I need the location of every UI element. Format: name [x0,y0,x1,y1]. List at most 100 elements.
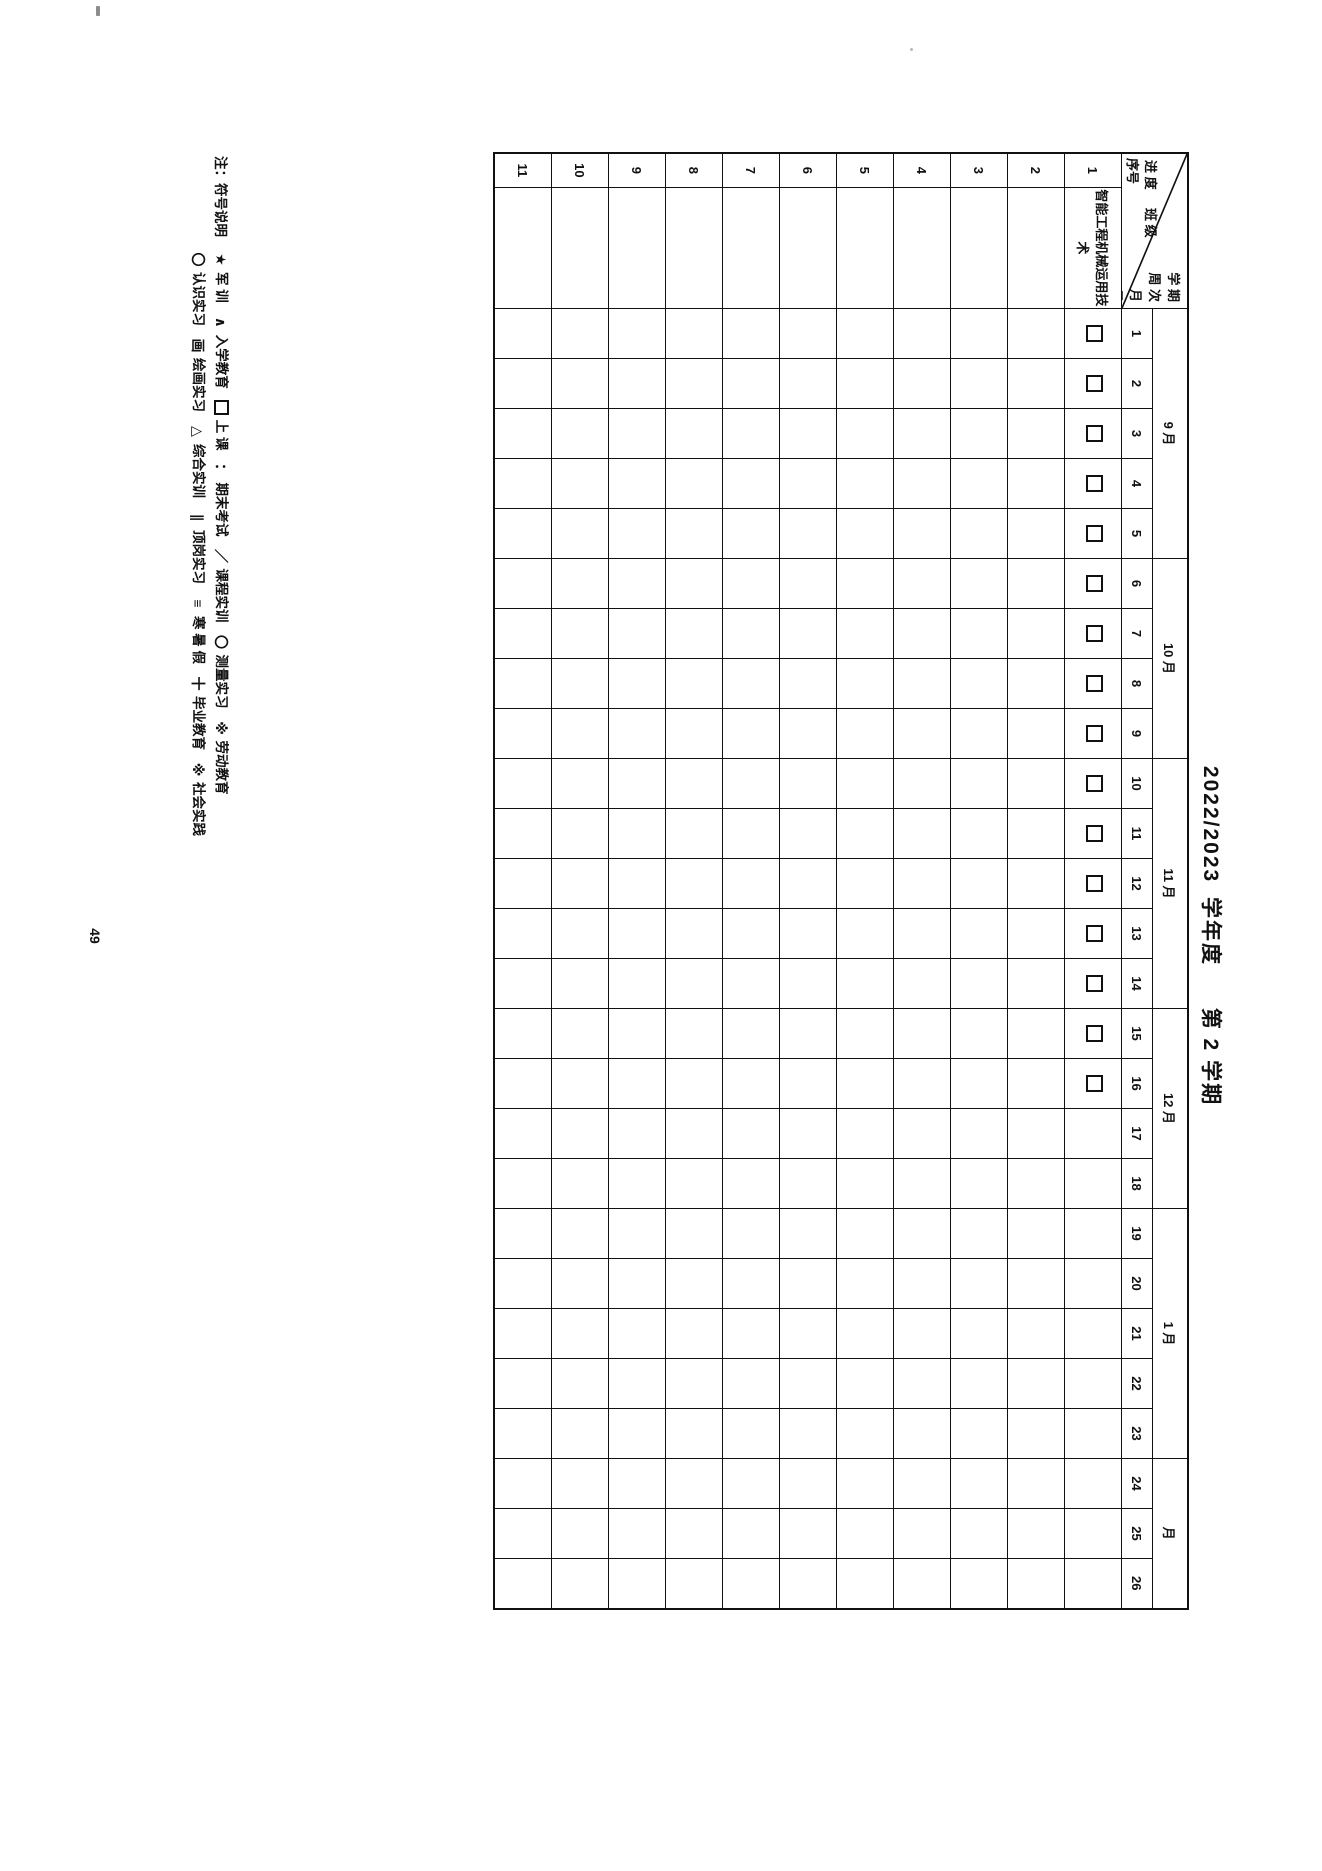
schedule-cell[interactable] [551,1058,609,1108]
schedule-cell[interactable] [665,1408,723,1458]
schedule-cell[interactable] [722,1008,780,1058]
schedule-cell[interactable] [1064,858,1122,908]
schedule-cell[interactable] [893,1208,951,1258]
schedule-cell[interactable] [893,1508,951,1558]
schedule-cell[interactable] [836,908,894,958]
schedule-cell[interactable] [608,758,666,808]
schedule-cell[interactable] [551,1408,609,1458]
schedule-cell[interactable] [1064,1558,1122,1608]
schedule-cell[interactable] [1064,358,1122,408]
schedule-cell[interactable] [950,658,1008,708]
schedule-cell[interactable] [950,1158,1008,1208]
schedule-cell[interactable] [722,1558,780,1608]
schedule-cell[interactable] [779,1208,837,1258]
schedule-cell[interactable] [494,458,552,508]
schedule-cell[interactable] [1007,958,1065,1008]
schedule-cell[interactable] [950,1058,1008,1108]
schedule-cell[interactable] [779,408,837,458]
schedule-cell[interactable] [665,1058,723,1108]
schedule-cell[interactable] [836,1008,894,1058]
schedule-cell[interactable] [494,1308,552,1358]
schedule-cell[interactable] [836,458,894,508]
schedule-cell[interactable] [1064,958,1122,1008]
schedule-cell[interactable] [1007,708,1065,758]
schedule-cell[interactable] [665,508,723,558]
schedule-cell[interactable] [722,1408,780,1458]
schedule-cell[interactable] [722,1208,780,1258]
schedule-cell[interactable] [950,558,1008,608]
schedule-cell[interactable] [1064,1308,1122,1358]
schedule-cell[interactable] [1007,508,1065,558]
schedule-cell[interactable] [1007,1208,1065,1258]
schedule-cell[interactable] [1007,1458,1065,1508]
schedule-cell[interactable] [665,308,723,358]
schedule-cell[interactable] [893,1008,951,1058]
schedule-cell[interactable] [1064,658,1122,708]
schedule-cell[interactable] [893,1158,951,1208]
row-class-name-cell[interactable] [779,186,837,308]
schedule-cell[interactable] [950,408,1008,458]
schedule-cell[interactable] [494,908,552,958]
row-class-name-cell[interactable] [608,186,666,308]
schedule-cell[interactable] [836,558,894,608]
schedule-cell[interactable] [836,708,894,758]
schedule-cell[interactable] [665,758,723,808]
schedule-cell[interactable] [779,558,837,608]
schedule-cell[interactable] [950,308,1008,358]
schedule-cell[interactable] [836,1558,894,1608]
schedule-cell[interactable] [779,858,837,908]
row-class-name-cell[interactable] [665,186,723,308]
schedule-cell[interactable] [665,1208,723,1258]
schedule-cell[interactable] [1064,1208,1122,1258]
schedule-cell[interactable] [551,308,609,358]
schedule-cell[interactable] [1007,308,1065,358]
schedule-cell[interactable] [779,358,837,408]
schedule-cell[interactable] [950,808,1008,858]
schedule-cell[interactable] [608,808,666,858]
schedule-cell[interactable] [950,1458,1008,1508]
schedule-cell[interactable] [779,1258,837,1308]
schedule-cell[interactable] [1007,758,1065,808]
schedule-cell[interactable] [722,1308,780,1358]
schedule-cell[interactable] [893,1058,951,1108]
schedule-cell[interactable] [665,358,723,408]
schedule-cell[interactable] [494,1208,552,1258]
schedule-cell[interactable] [722,1458,780,1508]
schedule-cell[interactable] [1064,408,1122,458]
schedule-cell[interactable] [950,508,1008,558]
schedule-cell[interactable] [893,1308,951,1358]
schedule-cell[interactable] [779,958,837,1008]
schedule-cell[interactable] [1007,808,1065,858]
schedule-cell[interactable] [722,1258,780,1308]
schedule-cell[interactable] [950,958,1008,1008]
schedule-cell[interactable] [1064,808,1122,858]
schedule-cell[interactable] [1007,1158,1065,1208]
schedule-cell[interactable] [779,1408,837,1458]
schedule-cell[interactable] [494,608,552,658]
schedule-cell[interactable] [551,808,609,858]
schedule-cell[interactable] [494,508,552,558]
schedule-cell[interactable] [608,308,666,358]
schedule-cell[interactable] [494,1508,552,1558]
schedule-cell[interactable] [893,408,951,458]
schedule-cell[interactable] [950,1208,1008,1258]
schedule-cell[interactable] [950,358,1008,408]
schedule-cell[interactable] [665,558,723,608]
schedule-cell[interactable] [608,1458,666,1508]
schedule-cell[interactable] [836,1208,894,1258]
schedule-cell[interactable] [950,1358,1008,1408]
schedule-cell[interactable] [893,308,951,358]
schedule-cell[interactable] [722,808,780,858]
schedule-cell[interactable] [494,1458,552,1508]
schedule-cell[interactable] [779,1058,837,1108]
schedule-cell[interactable] [836,608,894,658]
schedule-cell[interactable] [665,958,723,1008]
schedule-cell[interactable] [608,408,666,458]
schedule-cell[interactable] [893,358,951,408]
schedule-cell[interactable] [1064,758,1122,808]
schedule-cell[interactable] [836,808,894,858]
schedule-cell[interactable] [1064,1158,1122,1208]
schedule-cell[interactable] [722,558,780,608]
schedule-cell[interactable] [779,308,837,358]
schedule-cell[interactable] [950,1108,1008,1158]
